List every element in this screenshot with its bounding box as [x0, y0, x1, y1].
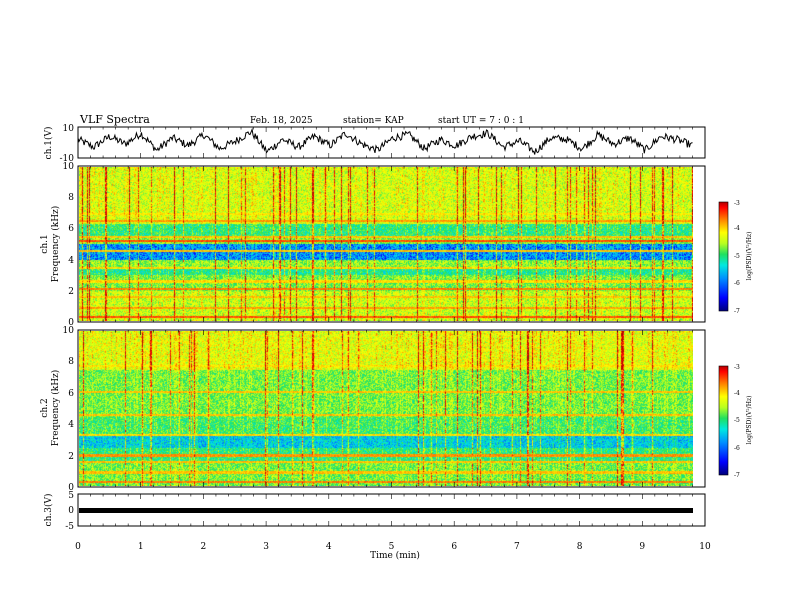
ch1-freq-ylabel: Frequency (kHz) [50, 206, 61, 283]
xtick-3: 3 [263, 542, 269, 552]
ch2-colorbar: -3 -4 -5 -6 -7 log(PSD)(V²/Hz) [718, 364, 753, 479]
ch1-freq-tick-4: 4 [68, 256, 74, 266]
time-axis: 0 1 2 3 4 5 6 7 8 9 10 Time (min) [75, 542, 711, 561]
ch1-spectrogram-image [79, 167, 693, 321]
xtick-5: 5 [389, 542, 395, 552]
ch2-colorbar-label: log(PSD)(V²/Hz) [746, 396, 753, 445]
ch1-colorbar-label: log(PSD)(V²/Hz) [746, 232, 753, 281]
ch1-cb-tick-m4: -4 [734, 225, 740, 232]
ch2-freq-ylabel: Frequency (kHz) [50, 370, 61, 447]
ch2-freq-tick-0: 0 [68, 483, 74, 493]
ch2-freq-tick-4: 4 [68, 420, 74, 430]
xtick-4: 4 [326, 542, 332, 552]
xtick-8: 8 [577, 542, 583, 552]
ch2-freq-tick-6: 6 [68, 389, 74, 399]
xtick-7: 7 [514, 542, 520, 552]
ch1-ylabel: ch.1(V) [43, 127, 54, 160]
ch2-spectrogram-image [79, 331, 693, 486]
start-time-label: start UT = 7 : 0 : 1 [438, 116, 524, 126]
ch1-cb-tick-m6: -6 [734, 280, 740, 287]
station-label: station= KAP [343, 116, 404, 126]
x-axis-label: Time (min) [370, 550, 420, 561]
spec1-raster [79, 167, 693, 321]
ch1-cb-tick-m7: -7 [734, 308, 740, 315]
ch2-channel-label: ch.2 [40, 398, 50, 417]
ch1-freq-tick-8: 8 [68, 193, 74, 203]
figure-title: VLF Spectra [79, 113, 150, 126]
ch2-cb-tick-m7: -7 [734, 472, 740, 479]
xtick-1: 1 [138, 542, 144, 552]
ch2-spectrogram-panel: 10 8 6 4 2 0 ch.2 Frequency (kHz) [40, 326, 706, 493]
ch1-ytick-bottom: -10 [60, 154, 75, 164]
ch1-freq-tick-2: 2 [68, 287, 74, 297]
ch1-colorbar: -3 -4 -5 -6 -7 log(PSD)(V²/Hz) [718, 200, 753, 315]
xtick-6: 6 [451, 542, 457, 552]
ch1-waveform-line [77, 127, 693, 155]
xtick-0: 0 [75, 542, 81, 552]
date-label: Feb. 18, 2025 [250, 116, 313, 126]
ch2-cb-tick-m4: -4 [734, 390, 740, 397]
xtick-9: 9 [639, 542, 645, 552]
ch1-spectrogram-panel: 10 8 6 4 2 0 ch.1 Frequency (kHz) [40, 162, 706, 328]
ch1-ytick-top: 10 [63, 124, 75, 134]
ch2-freq-tick-10: 10 [63, 326, 75, 336]
ch1-freq-tick-6: 6 [68, 224, 74, 234]
axis-tick-marks [77, 127, 706, 526]
ch3-ytick-5: 5 [68, 491, 74, 501]
ch2-cb-tick-m5: -5 [734, 417, 740, 424]
ch1-freq-tick-0: 0 [68, 318, 74, 328]
ch3-signal-bar [79, 508, 693, 513]
ch2-freq-tick-8: 8 [68, 357, 74, 367]
ch2-cb-tick-m3: -3 [734, 364, 740, 371]
ch1-plot-frame [77, 126, 706, 159]
ch1-waveform-panel: 10 -10 ch.1(V) [43, 124, 706, 164]
ch2-freq-tick-2: 2 [68, 452, 74, 462]
ch2-colorbar-gradient [718, 365, 729, 476]
ch1-channel-label: ch.1 [40, 234, 50, 253]
ch3-panel: 5 0 -5 ch.3(V) [43, 491, 706, 532]
spec2-raster [79, 331, 693, 486]
ch2-cb-tick-m6: -6 [734, 445, 740, 452]
ch3-ylabel: ch.3(V) [43, 494, 54, 527]
ch1-freq-tick-10: 10 [63, 162, 75, 172]
ch1-cb-tick-m5: -5 [734, 253, 740, 260]
ch1-cb-tick-m3: -3 [734, 200, 740, 207]
xtick-2: 2 [201, 542, 207, 552]
xtick-10: 10 [699, 542, 711, 552]
ch3-ytick-0: 0 [68, 506, 74, 516]
ch3-ytick-neg5: -5 [65, 522, 74, 532]
ch1-colorbar-gradient [718, 201, 729, 312]
